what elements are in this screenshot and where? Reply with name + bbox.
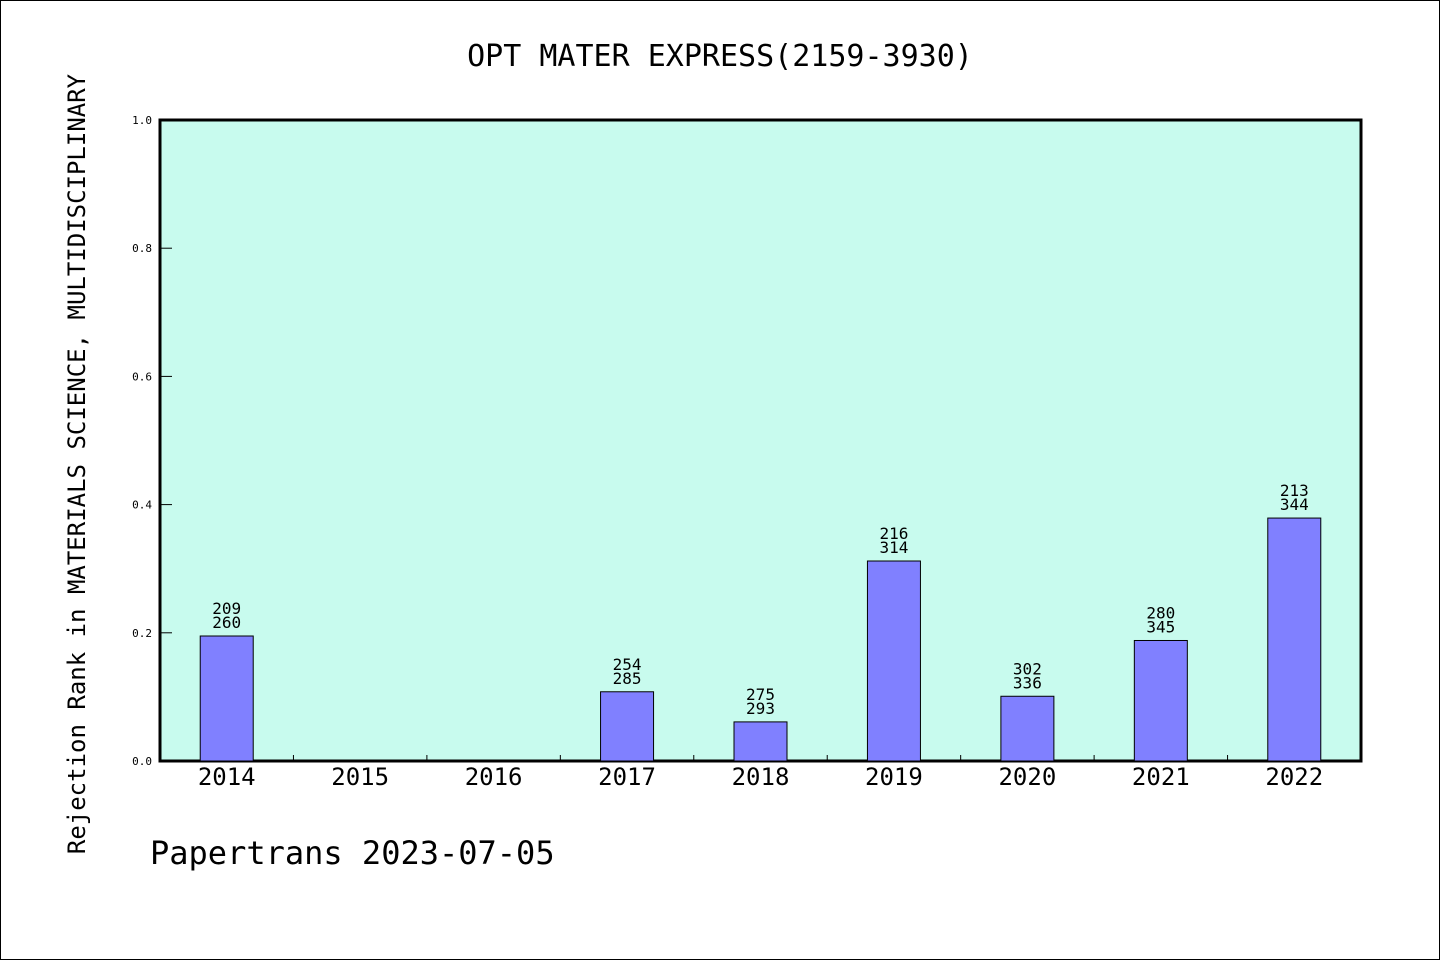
x-tick-label: 2019 bbox=[865, 763, 923, 791]
bar-2021 bbox=[1133, 639, 1188, 762]
y-tick-label: 0.2 bbox=[132, 627, 152, 640]
bar-value-label: 260 bbox=[212, 613, 241, 632]
chart-title: OPT MATER EXPRESS(2159-3930) bbox=[467, 39, 973, 74]
x-tick-label: 2020 bbox=[998, 763, 1056, 791]
bar-value-label: 302 bbox=[1013, 659, 1042, 678]
y-axis-label: Rejection Rank in MATERIALS SCIENCE, MUL… bbox=[63, 73, 91, 854]
bars bbox=[199, 517, 1322, 762]
bar-value-label: 345 bbox=[1146, 617, 1175, 636]
y-tick-label: 0.4 bbox=[132, 499, 152, 512]
x-tick-label: 2017 bbox=[598, 763, 656, 791]
footer-source: Papertrans 2023-07-05 bbox=[150, 834, 555, 872]
bar-2019 bbox=[866, 560, 921, 762]
y-axis: 0.0 0.2 0.4 0.6 0.8 1.0 bbox=[132, 114, 172, 768]
x-axis: 2014 2015 2016 2017 2018 2019 2020 2021 2022 bbox=[198, 755, 1323, 791]
y-tick-label: 0.6 bbox=[132, 370, 152, 383]
x-tick-label: 2014 bbox=[198, 763, 256, 791]
bar-value-label: 285 bbox=[613, 669, 642, 688]
bar-value-label: 213 bbox=[1280, 481, 1309, 500]
y-tick-label: 1.0 bbox=[132, 114, 152, 127]
bar-value-label: 275 bbox=[746, 685, 775, 704]
bar-value-label: 280 bbox=[1146, 603, 1175, 622]
bar-value-label: 314 bbox=[879, 538, 908, 557]
bar-value-label: 216 bbox=[879, 524, 908, 543]
bar-2022 bbox=[1267, 517, 1322, 762]
x-tick-label: 2018 bbox=[732, 763, 790, 791]
bar-value-label: 254 bbox=[613, 655, 642, 674]
x-tick-label: 2016 bbox=[465, 763, 523, 791]
bar-value-label: 293 bbox=[746, 699, 775, 718]
bar-2017 bbox=[600, 691, 655, 762]
bar-value-label: 344 bbox=[1280, 495, 1309, 514]
y-tick-label: 0.0 bbox=[132, 755, 152, 768]
x-tick-label: 2015 bbox=[331, 763, 389, 791]
bar-value-label: 336 bbox=[1013, 673, 1042, 692]
bar-value-label: 209 bbox=[212, 599, 241, 618]
bar-2020 bbox=[1000, 695, 1055, 762]
x-tick-label: 2022 bbox=[1265, 763, 1323, 791]
x-tick-label: 2021 bbox=[1132, 763, 1190, 791]
bar-2014 bbox=[199, 635, 254, 762]
bar-2018 bbox=[733, 721, 788, 762]
y-tick-label: 0.8 bbox=[132, 242, 152, 255]
